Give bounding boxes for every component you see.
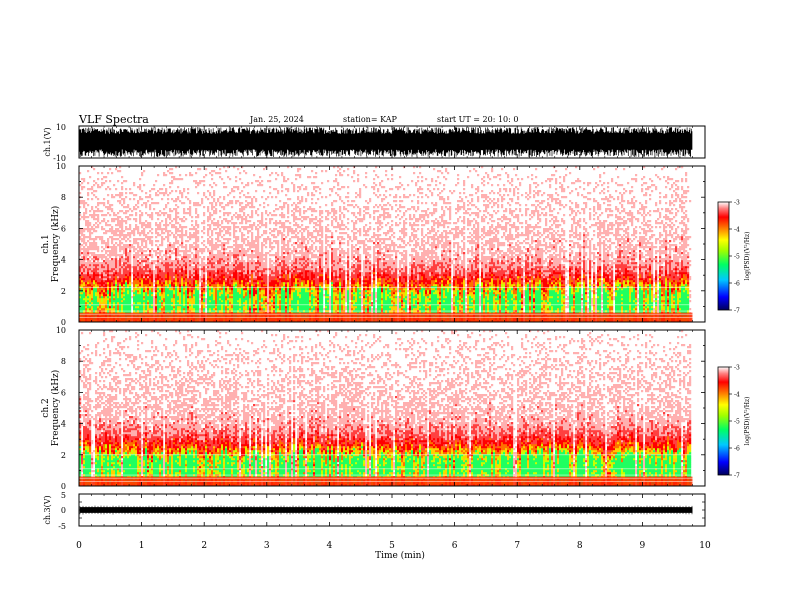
ch1-spectrogram-ylabel-line1: ch.1 bbox=[41, 234, 51, 253]
time-tick-label: 1 bbox=[139, 541, 145, 551]
ch2-spectrogram-image bbox=[79, 330, 705, 486]
frequency-tick-label: 10 bbox=[56, 326, 66, 335]
time-tick-label: 9 bbox=[640, 541, 646, 551]
time-tick-label: 4 bbox=[327, 541, 333, 551]
ch3-waveform-trace bbox=[80, 506, 692, 515]
frequency-tick-label: 10 bbox=[56, 162, 66, 171]
time-tick-label: 7 bbox=[514, 541, 520, 551]
colorbar-tick-label: -5 bbox=[734, 419, 740, 426]
colorbar-tick-label: -7 bbox=[734, 308, 740, 315]
time-tick-label: 0 bbox=[76, 541, 82, 551]
ch1-waveform-trace bbox=[80, 127, 693, 157]
colorbar-tick-label: -3 bbox=[734, 365, 740, 372]
time-tick-label: 6 bbox=[452, 541, 458, 551]
ch3-waveform-panel: 5 0 -5 ch.3(V) 0 1 2 3 4 5 6 7 8 9 10 Time (min) bbox=[43, 491, 711, 561]
time-tick-label: 10 bbox=[699, 541, 711, 551]
time-tick-label: 5 bbox=[389, 541, 395, 551]
ch1-waveform-panel: 10 -10 ch.1(V) bbox=[43, 123, 705, 163]
ch1-colorbar bbox=[718, 202, 729, 310]
time-axis-tick-labels: 0 1 2 3 4 5 6 7 8 9 10 bbox=[76, 541, 711, 551]
time-tick-label: 3 bbox=[264, 541, 270, 551]
frequency-tick-label: 4 bbox=[61, 256, 66, 265]
frequency-tick-label: 8 bbox=[61, 193, 66, 202]
ch2-colorbar-label: log(PSD)(V²/Hz) bbox=[744, 397, 751, 446]
colorbar-tick-label: -4 bbox=[734, 227, 740, 234]
colorbar-tick-label: -6 bbox=[734, 281, 740, 288]
time-tick-label: 8 bbox=[577, 541, 583, 551]
frequency-tick-label: 6 bbox=[61, 224, 66, 233]
ch3-waveform-ylabel: ch.3(V) bbox=[43, 495, 52, 524]
ch2-spectrogram-ylabel-line2: Frequency (kHz) bbox=[50, 370, 61, 447]
frequency-tick-label: 2 bbox=[61, 451, 66, 460]
ch1-waveform-line bbox=[80, 127, 693, 157]
ch3-ytick-bottom: -5 bbox=[58, 522, 66, 531]
colorbar-tick-label: -3 bbox=[734, 200, 740, 207]
time-tick-label: 2 bbox=[201, 541, 207, 551]
ch1-colorbar-ticks: -3 -4 -5 -6 -7 bbox=[729, 200, 740, 315]
ch3-ytick-mid: 0 bbox=[61, 506, 66, 515]
colorbar-tick-label: -7 bbox=[734, 473, 740, 480]
frequency-tick-label: 2 bbox=[61, 287, 66, 296]
vlf-spectra-figure: 10 -10 ch.1(V) 0246810 ch.1 Frequency (k… bbox=[0, 0, 792, 612]
frequency-tick-label: 4 bbox=[61, 420, 66, 429]
ch1-ytick-top: 10 bbox=[56, 123, 66, 132]
colorbar-tick-label: -5 bbox=[734, 254, 740, 261]
time-axis-label: Time (min) bbox=[375, 550, 425, 561]
ch1-spectrogram-ylabel-line2: Frequency (kHz) bbox=[50, 206, 61, 283]
frequency-tick-label: 8 bbox=[61, 357, 66, 366]
ch1-colorbar-label: log(PSD)(V²/Hz) bbox=[744, 232, 751, 281]
frequency-tick-label: 0 bbox=[61, 482, 66, 491]
ch1-waveform-ylabel: ch.1(V) bbox=[43, 127, 52, 156]
frequency-tick-label: 6 bbox=[61, 388, 66, 397]
ch3-ytick-top: 5 bbox=[61, 491, 66, 500]
ch2-colorbar-ticks: -3 -4 -5 -6 -7 bbox=[729, 365, 740, 480]
colorbar-tick-label: -4 bbox=[734, 392, 740, 399]
ch2-spectrogram-ylabel-line1: ch.2 bbox=[41, 398, 51, 417]
colorbar-tick-label: -6 bbox=[734, 446, 740, 453]
ch2-colorbar bbox=[718, 367, 729, 475]
ch1-spectrogram-image bbox=[79, 166, 705, 322]
